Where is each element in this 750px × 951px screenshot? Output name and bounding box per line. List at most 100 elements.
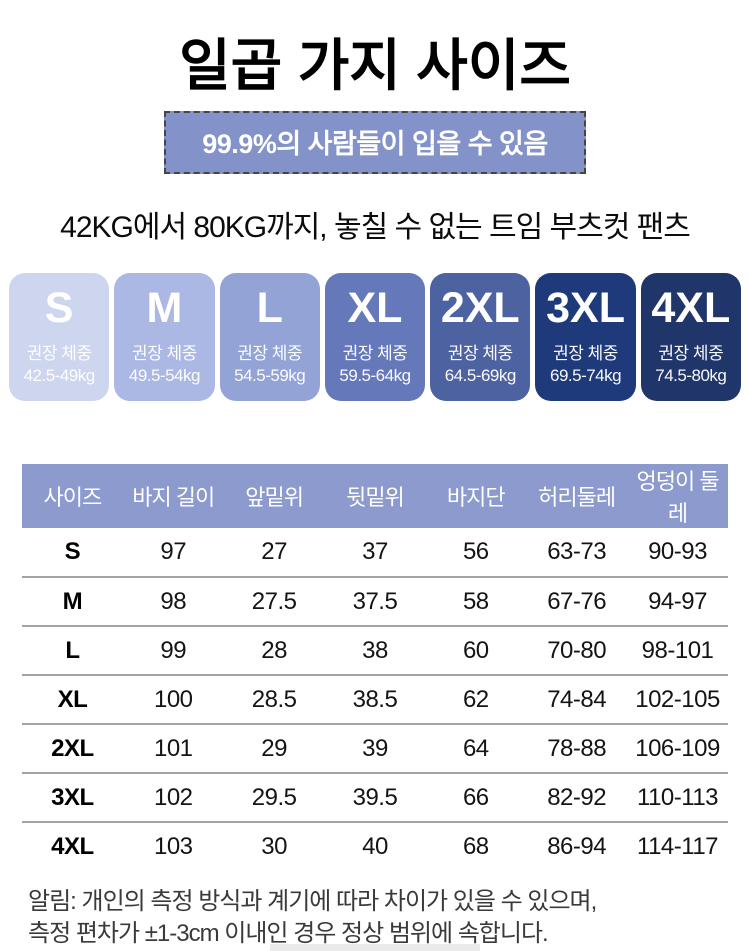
table-cell: 29 [223,723,325,774]
table-row: 3XL 102 29.5 39.5 66 82-92 110-113 [22,772,728,823]
recommended-weight-range: 64.5-69kg [444,365,517,385]
table-cell: 78-88 [526,723,628,774]
table-cell: 39.5 [324,772,426,823]
column-header: 허리둘레 [526,464,628,529]
coverage-badge-label: 99.9%의 사람들이 입을 수 있음 [202,129,548,160]
size-guide-page: 일곱 가지 사이즈 99.9%의 사람들이 입을 수 있음 42KG에서 80K… [0,32,750,951]
measurement-note: 알림: 개인의 측정 방식과 계기에 따라 차이가 있을 수 있으며, 측정 편… [28,886,720,949]
size-table: 사이즈 바지 길이 앞밑위 뒷밑위 바지단 허리둘레 엉덩이 둘레 S 97 27 37 56 63-… [22,464,728,872]
table-cell: 74-84 [526,674,628,725]
recommended-weight-range: 74.5-80kg [655,365,727,385]
recommended-weight-label: 권장 체중 [26,343,92,363]
column-header: 사이즈 [22,464,123,529]
size-letter: M [146,284,183,333]
column-header: 엉덩이 둘레 [627,464,728,529]
table-cell: 40 [324,821,426,872]
table-cell: 37.5 [324,576,426,627]
size-letter: 3XL [546,284,625,333]
size-block: 4XL 권장 체중 74.5-80kg [640,273,741,402]
size-letter: S [44,284,74,333]
table-cell: 68 [425,821,527,872]
next-section-edge [270,944,480,951]
table-cell: 67-76 [526,576,628,627]
table-cell: 100 [122,674,224,725]
table-cell: 99 [122,625,224,676]
page-title: 일곱 가지 사이즈 [179,34,571,97]
table-cell: S [64,538,81,566]
table-cell: 56 [462,538,489,566]
table-cell: 30 [223,821,325,872]
table-cell: 98-101 [627,625,728,676]
table-row: S 97 27 37 56 63-73 90-93 [22,528,728,577]
table-cell: 66 [425,772,527,823]
size-letter: 2XL [440,284,520,333]
coverage-badge: 99.9%의 사람들이 입을 수 있음 [164,111,586,175]
recommended-weight-label: 권장 체중 [447,343,513,363]
table-cell: 82-92 [526,772,628,823]
size-letter: XL [347,284,403,333]
table-cell: 106-109 [627,723,728,774]
table-cell: 4XL [22,821,123,872]
size-table-head: 사이즈 바지 길이 앞밑위 뒷밑위 바지단 허리둘레 엉덩이 둘레 [22,464,728,529]
size-block: 2XL 권장 체중 64.5-69kg [430,273,531,402]
table-cell: 3XL [22,772,123,823]
table-cell: 110-113 [627,772,728,823]
table-cell: 62 [425,674,527,725]
table-cell: 29.5 [223,772,325,823]
header-row: 사이즈 바지 길이 앞밑위 뒷밑위 바지단 허리둘레 엉덩이 둘레 [22,464,728,529]
recommended-weight-label: 권장 체중 [658,343,724,363]
column-header: 앞밑위 [223,464,325,529]
size-block: L 권장 체중 54.5-59kg [219,273,320,402]
size-table-body: S 97 27 37 56 63-73 90-93 M 98 27.5 37.5 58 67-76 94-… [22,528,728,872]
table-cell: 86-94 [526,821,628,872]
table-cell: 2XL [22,723,123,774]
table-cell: 63-73 [547,538,607,566]
recommended-weight-range: 59.5-64kg [339,365,411,385]
size-letter: L [256,284,283,333]
note-line-1: 알림: 개인의 측정 방식과 계기에 따라 차이가 있을 수 있으며, [28,888,597,916]
size-block: S 권장 체중 42.5-49kg [9,273,110,402]
recommended-weight-range: 49.5-54kg [128,365,201,385]
table-cell: 28 [223,625,325,676]
table-cell: 58 [425,576,527,627]
column-header: 바지 길이 [122,464,224,529]
table-row: L 99 28 38 60 70-80 98-101 [22,625,728,676]
table-cell: 94-97 [627,576,728,627]
table-row: 2XL 101 29 39 64 78-88 106-109 [22,723,728,774]
recommended-weight-label: 권장 체중 [237,343,303,363]
table-row: 4XL 103 30 40 68 86-94 114-117 [22,821,728,872]
column-header: 바지단 [425,464,527,529]
recommended-weight-label: 권장 체중 [132,343,197,363]
size-block: 3XL 권장 체중 69.5-74kg [535,273,636,402]
subtitle: 42KG에서 80KG까지, 놓칠 수 없는 트임 부츠컷 팬츠 [60,211,691,245]
size-letter: 4XL [651,284,731,333]
table-row: XL 100 28.5 38.5 62 74-84 102-105 [22,674,728,725]
table-cell: 98 [122,576,224,627]
table-cell: 64 [425,723,527,774]
table-cell: M [22,576,123,627]
table-cell: 103 [122,821,224,872]
size-block: M 권장 체중 49.5-54kg [114,273,215,402]
recommended-weight-range: 69.5-74kg [549,365,622,385]
column-header: 뒷밑위 [324,464,426,529]
note-line-2: 측정 편차가 ±1-3cm 이내인 경우 정상 범위에 속합니다. [28,919,549,947]
table-cell: 102-105 [627,674,728,725]
table-cell: L [22,625,123,676]
table-row: M 98 27.5 37.5 58 67-76 94-97 [22,576,728,627]
table-cell: 38.5 [324,674,426,725]
recommended-weight-range: 54.5-59kg [234,365,306,385]
recommended-weight-range: 42.5-49kg [23,365,96,385]
table-cell: 70-80 [526,625,628,676]
table-cell: 27.5 [223,576,325,627]
table-cell: 38 [324,625,426,676]
size-blocks-row: S 권장 체중 42.5-49kg M 권장 체중 49.5-54kg L 권장… [0,273,750,402]
table-cell: 27 [261,538,287,566]
recommended-weight-label: 권장 체중 [342,343,408,363]
table-cell: 60 [425,625,527,676]
table-cell: 37 [362,538,388,566]
table-cell: 114-117 [627,821,728,872]
size-block: XL 권장 체중 59.5-64kg [324,273,426,402]
table-cell: 28.5 [223,674,325,725]
table-cell: XL [22,674,123,725]
table-cell: 102 [122,772,224,823]
